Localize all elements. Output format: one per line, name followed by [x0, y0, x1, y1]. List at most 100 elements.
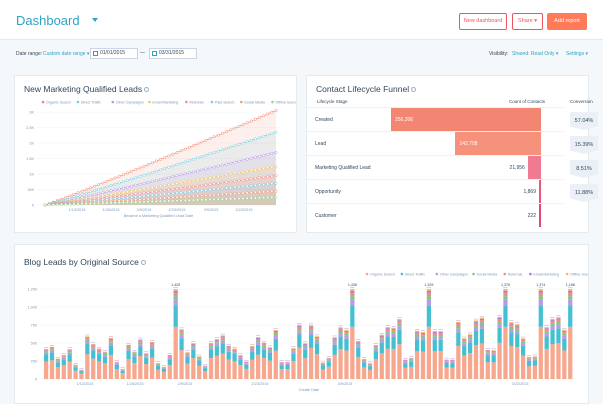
bar-segment — [439, 331, 443, 332]
x-tick-label: 1/26/2015 — [103, 208, 120, 212]
bar-segment — [215, 346, 219, 356]
new-dashboard-button[interactable]: New dashboard — [459, 13, 507, 30]
start-date-input[interactable]: 01/01/2015 — [90, 48, 138, 59]
bar-segment — [562, 330, 566, 331]
bar-segment — [450, 360, 454, 361]
bar-segment — [85, 354, 89, 379]
series-point — [258, 168, 260, 170]
bar-segment — [274, 331, 278, 332]
bar-segment — [132, 352, 136, 353]
add-report-button[interactable]: Add report — [547, 13, 587, 30]
bar-segment — [168, 356, 172, 357]
bar-segment — [456, 324, 460, 326]
y-tick-label: 3K — [29, 110, 34, 114]
bar-segment — [285, 369, 289, 379]
bar-segment — [156, 370, 160, 379]
series-point — [64, 203, 66, 205]
visibility-select[interactable]: Shared: Read Only ▾ — [512, 51, 558, 57]
bar-segment — [562, 350, 566, 379]
bar-segment — [397, 319, 401, 320]
dashboard-title[interactable]: Dashboard — [16, 13, 80, 28]
series-point — [229, 198, 231, 200]
bar-segment — [150, 357, 154, 379]
series-point — [143, 174, 145, 176]
bar-segment — [132, 355, 136, 357]
bar-segment — [380, 340, 384, 343]
bar-segment — [362, 360, 366, 361]
series-point — [110, 190, 112, 192]
series-point — [258, 136, 260, 138]
info-icon[interactable] — [141, 260, 146, 265]
bar-segment — [444, 360, 448, 361]
bar-segment — [386, 349, 390, 379]
series-point — [151, 191, 153, 193]
date-range-select[interactable]: Custom date range ▾ — [43, 51, 89, 57]
series-point — [225, 130, 227, 132]
bar-segment — [280, 363, 284, 364]
bar-segment — [439, 332, 443, 333]
bar-segment — [268, 350, 272, 351]
info-icon[interactable] — [411, 87, 416, 92]
bar-segment — [421, 332, 425, 333]
series-point — [73, 193, 75, 195]
series-point — [271, 111, 273, 113]
bar-segment — [415, 332, 419, 333]
bar-segment — [203, 366, 207, 367]
series-point — [267, 153, 269, 155]
legend-marker — [566, 273, 569, 276]
dashboard-caret-icon[interactable] — [92, 18, 98, 22]
bar-segment — [68, 353, 72, 355]
bar-segment — [168, 359, 172, 365]
bar-segment — [103, 352, 107, 353]
y-tick-label: 500 — [31, 341, 37, 345]
calendar-icon — [152, 51, 157, 56]
bar-segment — [486, 352, 490, 353]
bar-segment — [391, 329, 395, 330]
bar-segment — [309, 330, 313, 332]
series-point — [234, 127, 236, 129]
series-point — [73, 203, 75, 205]
bar-segment — [456, 327, 460, 329]
series-point — [275, 151, 277, 153]
bar-segment — [250, 346, 254, 347]
share-button[interactable]: Share ▾ — [512, 13, 543, 30]
settings-menu[interactable]: Settings ▾ — [566, 51, 588, 57]
bar-segment — [545, 349, 549, 379]
series-point — [176, 175, 178, 177]
bar-segment — [315, 337, 319, 338]
funnel-stage-label: Marketing Qualified Lead — [315, 165, 371, 171]
end-date-input[interactable]: 03/31/2015 — [149, 48, 197, 59]
series-point — [143, 192, 145, 194]
bar-segment — [315, 338, 319, 340]
bar-segment — [474, 320, 478, 321]
bar-segment — [232, 361, 236, 379]
x-tick-label: 3/9/2015 — [338, 382, 353, 386]
series-point — [106, 180, 108, 182]
bar-segment — [492, 351, 496, 352]
bar-segment — [68, 350, 72, 351]
series-point — [234, 172, 236, 174]
series-point — [213, 166, 215, 168]
series-point — [196, 170, 198, 172]
bar-segment — [350, 293, 354, 297]
bar-segment — [209, 344, 213, 345]
series-point — [122, 191, 124, 193]
series-point — [242, 197, 244, 199]
series-point — [229, 162, 231, 164]
x-tick-label: 2/9/2015 — [178, 382, 193, 386]
series-point — [242, 159, 244, 161]
bar-segment — [203, 367, 207, 368]
bar-segment — [244, 369, 248, 379]
y-tick-label: 1,000 — [27, 305, 37, 309]
series-point — [201, 189, 203, 191]
y-tick-label: 1.5K — [26, 157, 34, 161]
series-point — [225, 147, 227, 149]
bar-segment — [338, 331, 342, 333]
bar-segment — [50, 353, 54, 361]
bar-segment — [138, 347, 142, 356]
